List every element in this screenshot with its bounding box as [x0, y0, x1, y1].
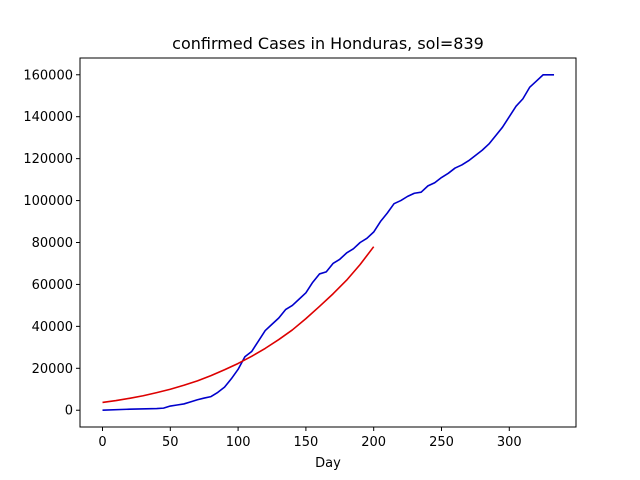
series-layer [102, 73, 555, 412]
x-tick-label-4: 200 [361, 435, 386, 450]
series-line-0 [102, 73, 555, 412]
x-tick-label-2: 100 [226, 435, 251, 450]
x-tick-label-1: 50 [162, 435, 179, 450]
series-line-1 [102, 246, 375, 404]
y-tick-label-6: 120000 [23, 152, 73, 167]
x-tick-label-5: 250 [429, 435, 454, 450]
y-tick-label-8: 160000 [23, 68, 73, 83]
y-tick-label-1: 20000 [32, 362, 73, 377]
x-axis-ticks: 0 50 100 150 200 250 300 [98, 427, 522, 450]
x-tick-label-6: 300 [497, 435, 522, 450]
y-tick-label-2: 40000 [32, 320, 73, 335]
x-tick-label-3: 150 [293, 435, 318, 450]
y-tick-label-5: 100000 [23, 194, 73, 209]
y-tick-label-7: 140000 [23, 110, 73, 125]
y-axis-ticks: 0 20000 40000 60000 80000 100000 120000 140000 1… [23, 68, 80, 419]
x-tick-label-0: 0 [98, 435, 106, 450]
plot-frame [79, 57, 577, 428]
y-tick-label-3: 60000 [32, 278, 73, 293]
chart-title: confirmed Cases in Honduras, sol=839 [172, 34, 484, 53]
x-axis-label: Day [315, 456, 341, 471]
y-tick-label-0: 0 [65, 404, 73, 419]
y-tick-label-4: 80000 [32, 236, 73, 251]
